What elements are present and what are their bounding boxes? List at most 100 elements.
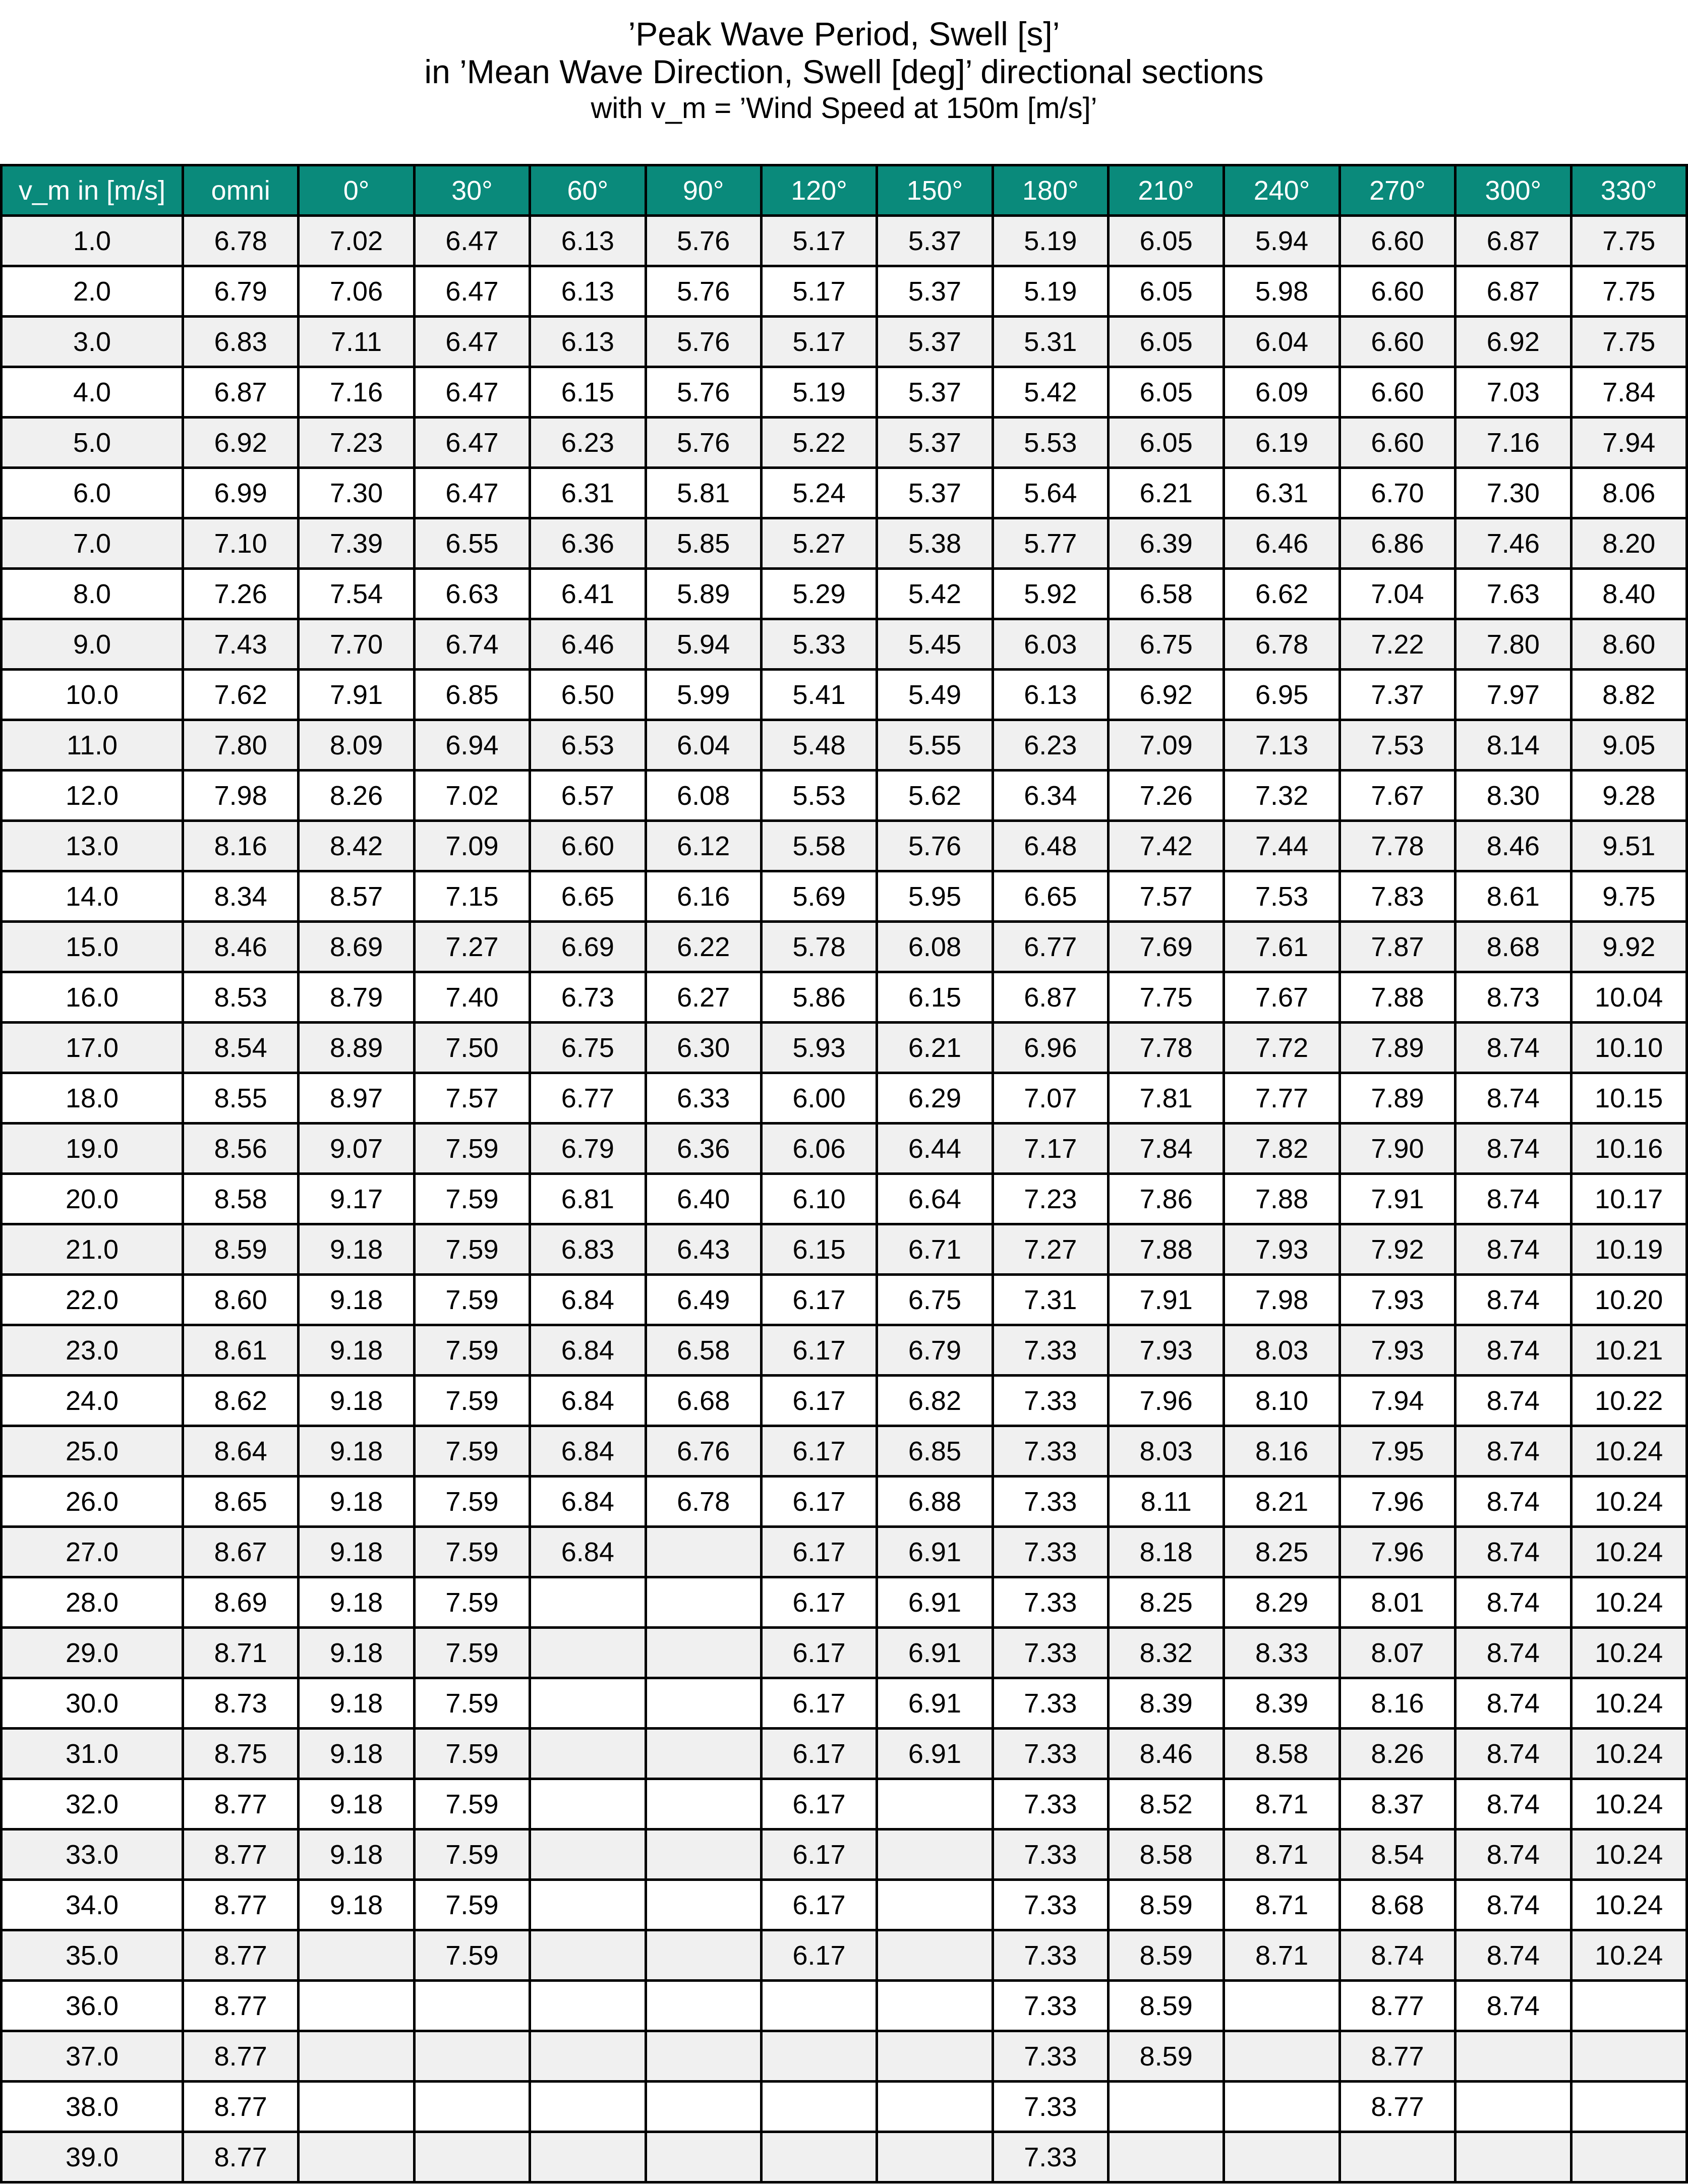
- table-cell: 5.62: [876, 769, 994, 822]
- table-cell: 10.17: [1569, 1172, 1688, 1225]
- table-cell: 8.74: [1454, 1828, 1573, 1881]
- table-cell: [644, 2030, 763, 2083]
- table-cell: 8.09: [297, 719, 416, 772]
- row-speed-cell: 36.0: [0, 1979, 184, 2032]
- table-cell: 7.63: [1454, 567, 1573, 620]
- table-cell: 8.52: [1107, 1778, 1226, 1831]
- table-cell: 6.47: [413, 366, 532, 419]
- row-speed-cell: 18.0: [0, 1072, 184, 1125]
- table-cell: 7.89: [1338, 1072, 1457, 1125]
- row-speed-cell: 29.0: [0, 1626, 184, 1679]
- table-cell: 6.43: [644, 1223, 763, 1276]
- table-cell: 6.41: [529, 567, 647, 620]
- table-cell: 8.71: [1223, 1828, 1341, 1881]
- table-cell: 8.18: [1107, 1525, 1226, 1578]
- table-cell: 8.16: [181, 819, 300, 872]
- table-cell: [644, 1677, 763, 1730]
- row-speed-cell: 11.0: [0, 719, 184, 772]
- table-row: 32.0 8.77 9.18 7.59 6.17 7.33 8.52 8.71 8.37 8.74…: [0, 1778, 1688, 1831]
- header-cell-direction: 90°: [644, 164, 763, 217]
- table-cell: 6.05: [1107, 366, 1226, 419]
- table-cell: 5.33: [760, 618, 879, 671]
- row-speed-cell: 16.0: [0, 971, 184, 1024]
- table-cell: 6.63: [413, 567, 532, 620]
- table-cell: 7.59: [413, 1727, 532, 1780]
- table-cell: 6.46: [1223, 517, 1341, 570]
- table-row: 20.0 8.58 9.17 7.59 6.81 6.40 6.10 6.64 7.23 7.86…: [0, 1172, 1688, 1225]
- table-cell: 6.79: [529, 1122, 647, 1175]
- table-cell: 6.91: [876, 1525, 994, 1578]
- table-row: 38.0 8.77 7.33 8.77: [0, 2080, 1688, 2133]
- header-cell-direction: 330°: [1569, 164, 1688, 217]
- table-row: 36.0 8.77 7.33 8.59 8.77 8.74: [0, 1979, 1688, 2032]
- table-cell: 6.17: [760, 1425, 879, 1478]
- table-cell: 7.30: [297, 466, 416, 519]
- table-cell: 7.88: [1107, 1223, 1226, 1276]
- table-cell: 7.59: [413, 1122, 532, 1175]
- table-cell: [760, 1979, 879, 2032]
- table-cell: 7.13: [1223, 719, 1341, 772]
- table-cell: [876, 1778, 994, 1831]
- table-cell: 7.93: [1223, 1223, 1341, 1276]
- table-cell: 8.03: [1223, 1324, 1341, 1377]
- table-cell: 9.18: [297, 1425, 416, 1478]
- table-cell: 7.16: [1454, 416, 1573, 469]
- table-cell: 6.40: [644, 1172, 763, 1225]
- table-cell: 5.81: [644, 466, 763, 519]
- table-cell: 7.07: [991, 1072, 1110, 1125]
- table-cell: 8.54: [1338, 1828, 1457, 1881]
- table-cell: 7.59: [413, 1576, 532, 1629]
- table-cell: 7.02: [413, 769, 532, 822]
- table-cell: 8.54: [181, 1021, 300, 1074]
- table-cell: 6.06: [760, 1122, 879, 1175]
- table-cell: 7.93: [1338, 1324, 1457, 1377]
- table-cell: 6.21: [1107, 466, 1226, 519]
- table-cell: [529, 1576, 647, 1629]
- row-speed-cell: 17.0: [0, 1021, 184, 1074]
- table-cell: 8.74: [1454, 1324, 1573, 1377]
- table-cell: 8.97: [297, 1072, 416, 1125]
- table-cell: 6.94: [413, 719, 532, 772]
- table-cell: 6.85: [413, 668, 532, 721]
- table-cell: 8.26: [297, 769, 416, 822]
- table-cell: 6.86: [1338, 517, 1457, 570]
- table-cell: 6.17: [760, 1374, 879, 1427]
- table-cell: [644, 2080, 763, 2133]
- table-cell: 5.41: [760, 668, 879, 721]
- table-cell: 6.19: [1223, 416, 1341, 469]
- table-cell: 5.53: [991, 416, 1110, 469]
- table-cell: [297, 1979, 416, 2032]
- row-speed-cell: 38.0: [0, 2080, 184, 2133]
- row-speed-cell: 12.0: [0, 769, 184, 822]
- table-cell: 5.78: [760, 920, 879, 973]
- header-cell-direction: 30°: [413, 164, 532, 217]
- table-cell: 7.91: [297, 668, 416, 721]
- table-row: 22.0 8.60 9.18 7.59 6.84 6.49 6.17 6.75 7.31 7.91…: [0, 1273, 1688, 1326]
- table-row: 8.0 7.26 7.54 6.63 6.41 5.89 5.29 5.42 5.92 6.58 6…: [0, 567, 1688, 620]
- table-cell: 6.13: [529, 265, 647, 318]
- table-cell: 8.69: [297, 920, 416, 973]
- table-cell: 5.92: [991, 567, 1110, 620]
- table-cell: 10.20: [1569, 1273, 1688, 1326]
- table-row: 30.0 8.73 9.18 7.59 6.17 6.91 7.33 8.39 8.39 8.16…: [0, 1677, 1688, 1730]
- table-cell: 9.92: [1569, 920, 1688, 973]
- table-cell: [1569, 2030, 1688, 2083]
- table-cell: 8.39: [1107, 1677, 1226, 1730]
- table-cell: 6.84: [529, 1475, 647, 1528]
- table-cell: 7.53: [1338, 719, 1457, 772]
- table-cell: 6.17: [760, 1626, 879, 1679]
- table-row: 25.0 8.64 9.18 7.59 6.84 6.76 6.17 6.85 7.33 8.03…: [0, 1425, 1688, 1478]
- table-cell: 5.19: [991, 214, 1110, 267]
- table-cell: 8.25: [1107, 1576, 1226, 1629]
- table-cell: 7.84: [1107, 1122, 1226, 1175]
- table-cell: 7.23: [297, 416, 416, 469]
- table-cell: 8.21: [1223, 1475, 1341, 1528]
- table-cell: 6.34: [991, 769, 1110, 822]
- table-cell: 6.88: [876, 1475, 994, 1528]
- table-cell: 7.82: [1223, 1122, 1341, 1175]
- table-cell: 7.59: [413, 1425, 532, 1478]
- row-speed-cell: 23.0: [0, 1324, 184, 1377]
- table-cell: 8.74: [1454, 1878, 1573, 1931]
- row-speed-cell: 26.0: [0, 1475, 184, 1528]
- row-speed-cell: 10.0: [0, 668, 184, 721]
